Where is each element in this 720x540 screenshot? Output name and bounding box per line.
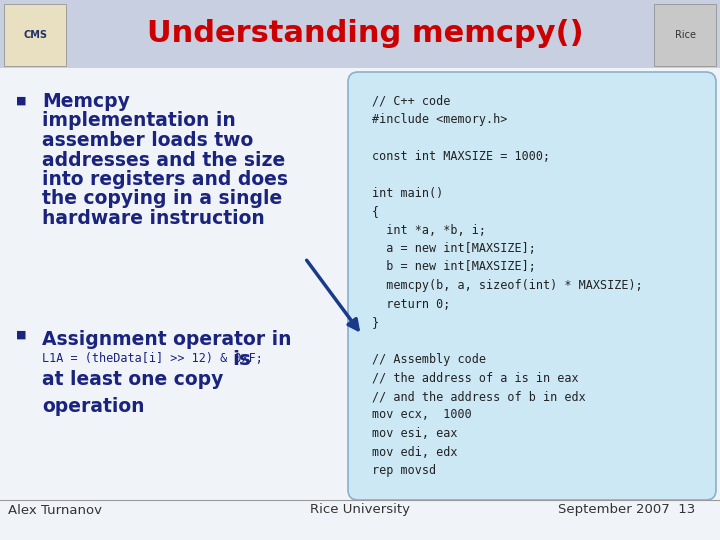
Text: Understanding memcpy(): Understanding memcpy() bbox=[147, 19, 583, 49]
Text: L1A = (theData[i] >> 12) & 0xF;: L1A = (theData[i] >> 12) & 0xF; bbox=[42, 352, 263, 365]
Text: // C++ code
#include <memory.h>

const int MAXSIZE = 1000;

int main()
{
  int *: // C++ code #include <memory.h> const in… bbox=[372, 94, 643, 477]
Text: ■: ■ bbox=[16, 330, 27, 340]
Text: assember loads two: assember loads two bbox=[42, 131, 253, 150]
Text: at least one copy
operation: at least one copy operation bbox=[42, 370, 223, 415]
Bar bbox=[0, 68, 720, 540]
Text: ■: ■ bbox=[16, 96, 27, 106]
Text: Memcpy: Memcpy bbox=[42, 92, 130, 111]
Text: is: is bbox=[232, 350, 251, 369]
Text: addresses and the size: addresses and the size bbox=[42, 151, 285, 170]
Text: Alex Turnanov: Alex Turnanov bbox=[8, 503, 102, 516]
Text: hardware instruction: hardware instruction bbox=[42, 209, 265, 228]
Text: Assignment operator in: Assignment operator in bbox=[42, 330, 292, 349]
Text: CMS: CMS bbox=[23, 30, 47, 40]
Bar bbox=[654, 4, 716, 66]
FancyBboxPatch shape bbox=[348, 72, 716, 500]
Text: Rice University: Rice University bbox=[310, 503, 410, 516]
Text: Rice: Rice bbox=[675, 30, 696, 40]
Text: into registers and does: into registers and does bbox=[42, 170, 288, 189]
Bar bbox=[0, 0, 720, 68]
Text: the copying in a single: the copying in a single bbox=[42, 190, 282, 208]
Text: implementation in: implementation in bbox=[42, 111, 235, 131]
Text: September 2007  13: September 2007 13 bbox=[558, 503, 695, 516]
Bar bbox=[4, 4, 66, 66]
